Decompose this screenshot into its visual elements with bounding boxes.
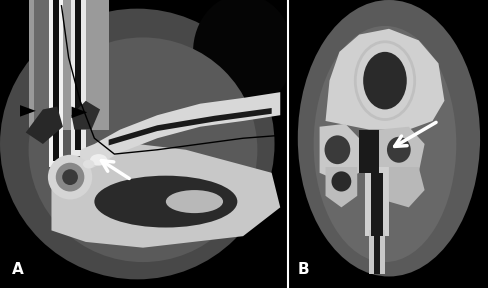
Text: A: A bbox=[11, 262, 23, 276]
Polygon shape bbox=[359, 130, 379, 173]
Ellipse shape bbox=[387, 137, 411, 163]
Ellipse shape bbox=[56, 163, 84, 192]
Ellipse shape bbox=[0, 9, 275, 279]
Ellipse shape bbox=[94, 176, 237, 228]
Polygon shape bbox=[71, 107, 87, 118]
Polygon shape bbox=[369, 230, 385, 274]
Polygon shape bbox=[80, 92, 280, 173]
Ellipse shape bbox=[83, 160, 94, 168]
Ellipse shape bbox=[298, 0, 480, 276]
Ellipse shape bbox=[314, 26, 456, 262]
Polygon shape bbox=[34, 0, 57, 124]
Polygon shape bbox=[51, 144, 280, 248]
Polygon shape bbox=[53, 0, 59, 161]
Ellipse shape bbox=[363, 52, 407, 109]
Polygon shape bbox=[320, 124, 359, 181]
Polygon shape bbox=[26, 107, 63, 144]
Polygon shape bbox=[29, 0, 109, 130]
Polygon shape bbox=[379, 127, 425, 181]
Polygon shape bbox=[20, 105, 36, 117]
Ellipse shape bbox=[90, 154, 107, 166]
Polygon shape bbox=[109, 108, 272, 145]
Polygon shape bbox=[374, 230, 380, 274]
Polygon shape bbox=[49, 0, 63, 167]
Ellipse shape bbox=[331, 171, 351, 192]
Ellipse shape bbox=[325, 135, 350, 164]
Polygon shape bbox=[75, 0, 81, 150]
Ellipse shape bbox=[166, 190, 223, 213]
Polygon shape bbox=[365, 167, 389, 236]
Polygon shape bbox=[325, 167, 357, 207]
Polygon shape bbox=[71, 101, 100, 130]
Polygon shape bbox=[389, 167, 425, 207]
Polygon shape bbox=[325, 29, 445, 130]
Ellipse shape bbox=[48, 155, 92, 199]
Ellipse shape bbox=[62, 169, 78, 185]
Polygon shape bbox=[71, 0, 86, 156]
Polygon shape bbox=[371, 173, 383, 236]
Ellipse shape bbox=[29, 37, 257, 262]
Ellipse shape bbox=[193, 0, 293, 109]
Text: B: B bbox=[298, 262, 309, 276]
